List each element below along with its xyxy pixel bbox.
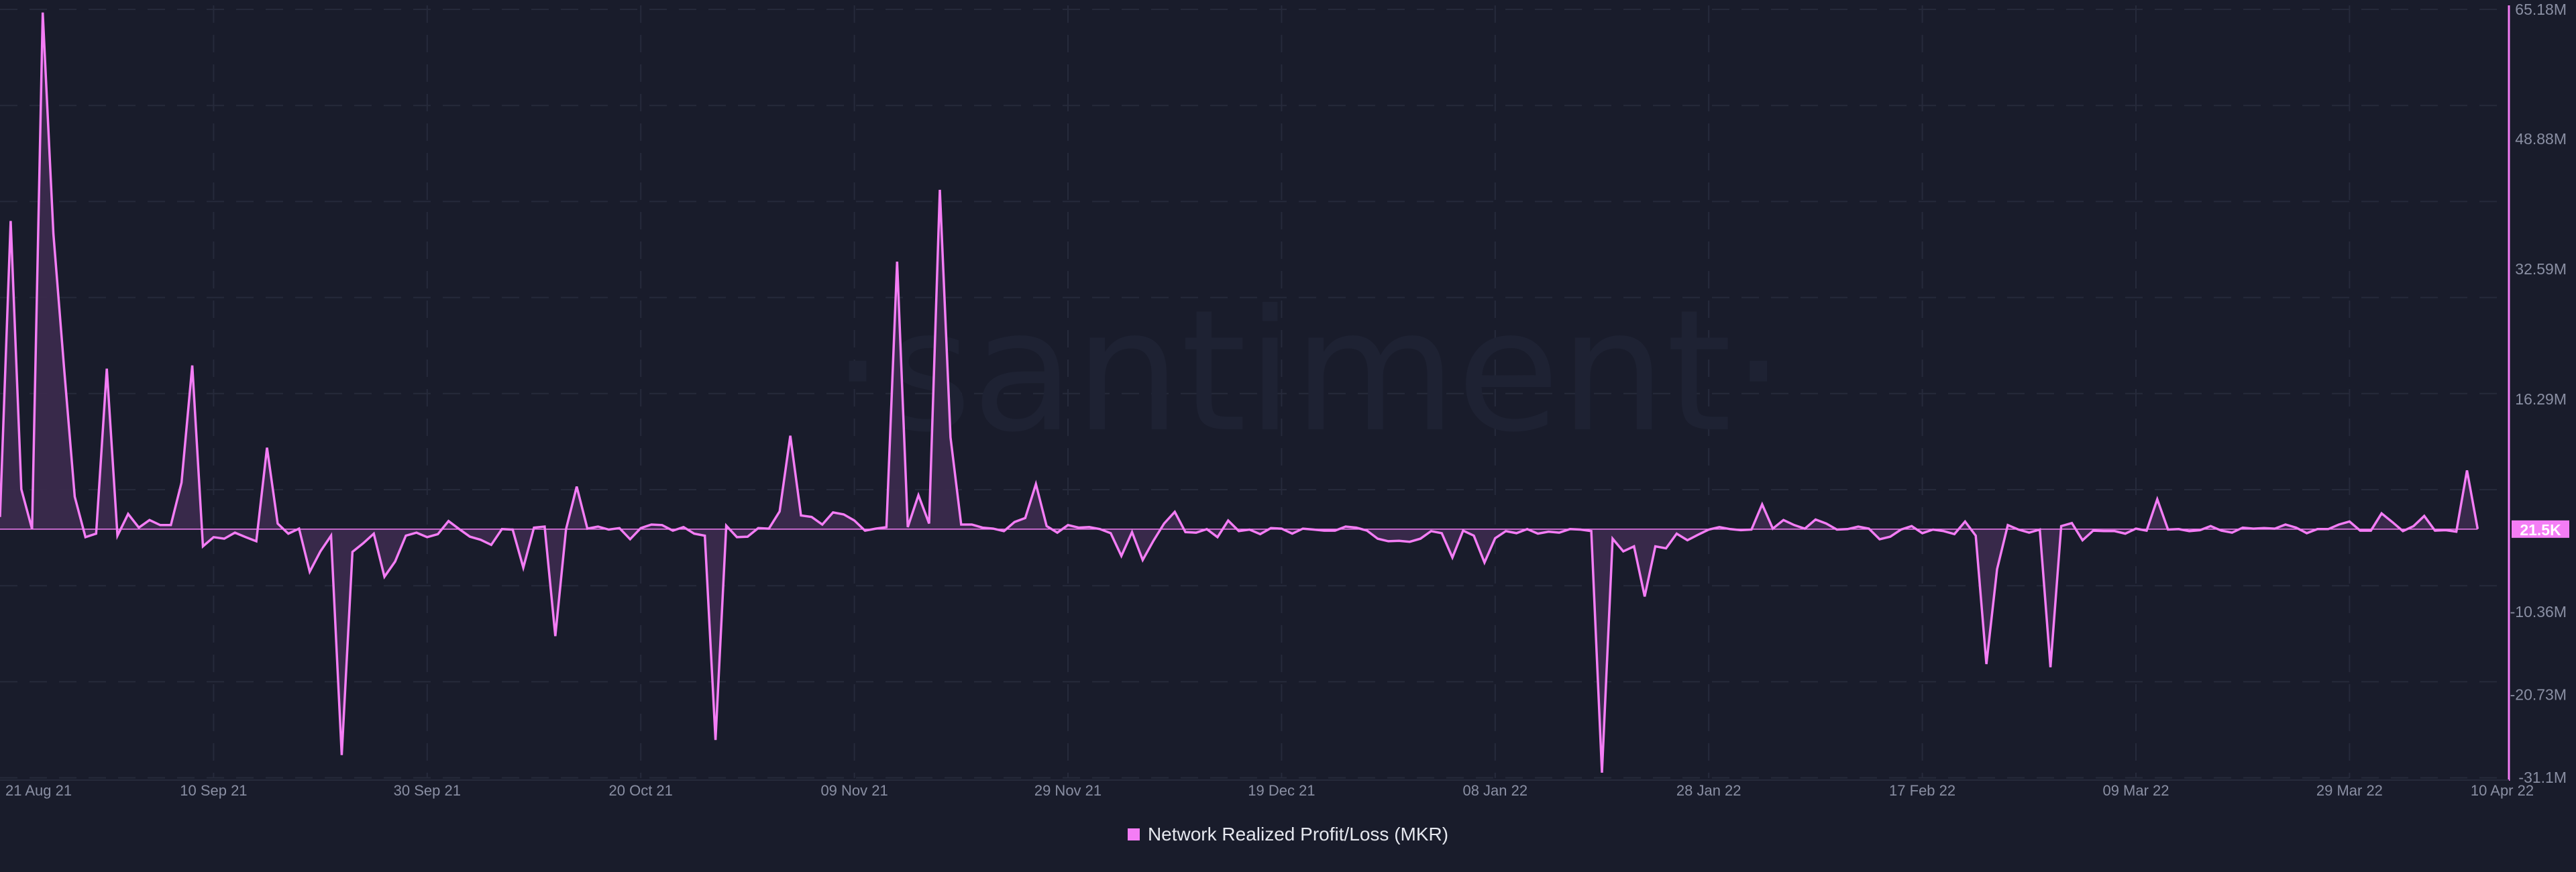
- x-tick-label: 10 Apr 22: [2471, 782, 2534, 799]
- y-tick-label: 48.88M: [2515, 130, 2567, 148]
- legend-label: Network Realized Profit/Loss (MKR): [1147, 824, 1449, 844]
- y-axis-ticks: 65.18M 48.88M 32.59M 16.29M -10.36M -20.73M -3…: [2510, 1, 2567, 786]
- y-tick-label: -20.73M: [2510, 686, 2567, 704]
- x-tick-label: 10 Sep 21: [180, 782, 247, 799]
- x-tick-label: 28 Jan 22: [1676, 782, 1741, 799]
- x-tick-label: 17 Feb 22: [1889, 782, 1955, 799]
- x-tick-label: 09 Nov 21: [820, 782, 888, 799]
- y-tick-label: -10.36M: [2510, 603, 2567, 620]
- series-line: [0, 12, 2479, 773]
- x-tick-label: 29 Nov 21: [1034, 782, 1102, 799]
- y-tick-label: 16.29M: [2515, 390, 2567, 408]
- x-tick-label: 29 Mar 22: [2316, 782, 2383, 799]
- x-tick-label: 21 Aug 21: [5, 782, 72, 799]
- x-axis-ticks: 21 Aug 21 10 Sep 21 30 Sep 21 20 Oct 21 09 N…: [5, 782, 2534, 799]
- x-tick-label: 19 Dec 21: [1248, 782, 1315, 799]
- last-value-label: 21.5K: [2520, 521, 2561, 539]
- last-value-badge-bg: [2512, 520, 2569, 538]
- legend-swatch-icon: [1127, 828, 1140, 840]
- y-tick-label: 32.59M: [2515, 260, 2567, 278]
- x-tick-label: 08 Jan 22: [1462, 782, 1527, 799]
- y-tick-label: -31.1M: [2518, 769, 2567, 786]
- legend[interactable]: Network Realized Profit/Loss (MKR): [0, 824, 2576, 845]
- x-tick-label: 09 Mar 22: [2102, 782, 2169, 799]
- last-value-badge: 21.5K: [2512, 520, 2569, 539]
- x-tick-label: 20 Oct 21: [609, 782, 673, 799]
- grid: [0, 5, 2509, 779]
- santiment-watermark: ·santiment·: [831, 274, 1785, 469]
- y-tick-label: 65.18M: [2515, 1, 2567, 18]
- x-tick-label: 30 Sep 21: [394, 782, 461, 799]
